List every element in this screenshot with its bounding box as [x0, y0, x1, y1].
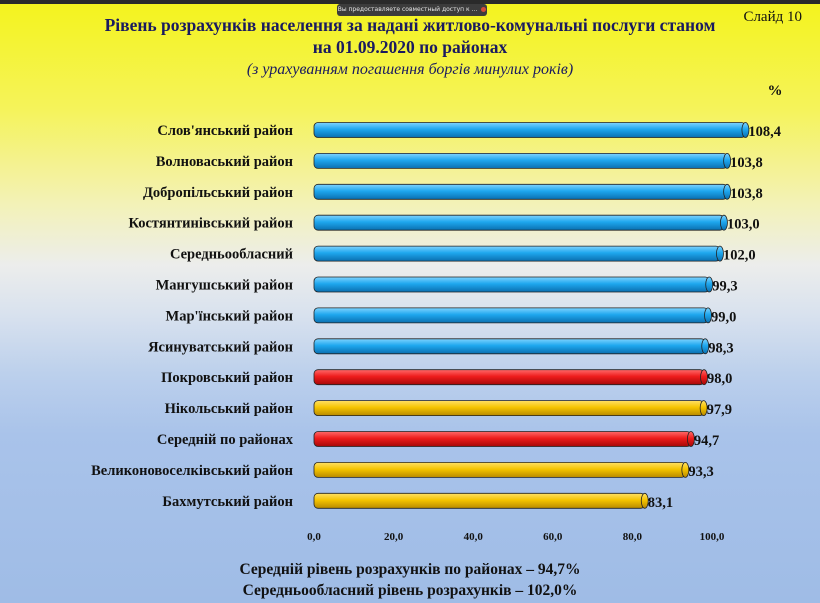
- bar-chart: % Слов'янський район 108,4 Волноваський ра…: [91, 83, 783, 543]
- value-label: 103,0: [727, 217, 760, 233]
- bar-cap-7: [701, 338, 710, 355]
- bar-cap-10: [687, 431, 695, 447]
- value-label: 98,3: [708, 340, 733, 356]
- bar-cap-8: [700, 369, 708, 386]
- footer-average-oblast: Середньообласний рівень розрахунків – 10…: [242, 582, 578, 599]
- value-label: 108,4: [748, 124, 781, 140]
- value-label: 93,3: [688, 464, 713, 480]
- x-tick-label: 20,0: [384, 531, 404, 543]
- category-label: Ясинуватський район: [148, 339, 293, 355]
- bar-cap-1: [723, 152, 732, 169]
- x-tick-label: 80,0: [623, 531, 643, 543]
- bar-cap-9: [699, 400, 708, 417]
- bar-9: [313, 400, 705, 417]
- category-label: Костянтинівський район: [128, 216, 293, 232]
- slide-number: Слайд 10: [743, 9, 802, 25]
- value-label: 97,9: [707, 402, 732, 418]
- category-label: Слов'янський район: [157, 123, 293, 139]
- bar-cap-12: [640, 492, 649, 509]
- value-label: 103,8: [730, 155, 763, 171]
- bar-3: [313, 214, 725, 231]
- bar-0: [313, 122, 746, 138]
- value-label: 83,1: [648, 495, 673, 511]
- bar-12: [313, 492, 646, 509]
- chart-subtitle: (з урахуванням погашення боргів минулих …: [246, 61, 574, 78]
- bar-4: [313, 245, 721, 262]
- x-tick-label: 60,0: [543, 531, 563, 543]
- unit-label: %: [768, 83, 783, 99]
- category-label: Великоновоселківський район: [91, 463, 293, 479]
- value-label: 98,0: [707, 371, 732, 387]
- category-label: Середньообласний: [170, 247, 293, 263]
- x-tick-label: 40,0: [464, 531, 484, 543]
- stop-share-icon[interactable]: [481, 7, 487, 12]
- bar-2: [313, 183, 728, 200]
- category-label: Покровський район: [161, 370, 293, 386]
- bar-cap-11: [681, 461, 690, 478]
- category-label: Добропільський район: [143, 185, 293, 201]
- category-label: Волноваський район: [156, 154, 293, 170]
- window-top-bar: [0, 0, 820, 4]
- bar-1: [313, 152, 728, 169]
- bar-cap-5: [705, 276, 714, 293]
- bar-cap-6: [704, 307, 712, 324]
- bar-10: [313, 431, 692, 447]
- category-label: Мар'їнський район: [166, 308, 293, 324]
- value-label: 102,0: [723, 248, 756, 264]
- category-label: Бахмутський район: [162, 494, 293, 510]
- category-label: Мангушський район: [156, 278, 293, 294]
- chart-title: Рівень розрахунків населення за надані ж…: [104, 15, 716, 57]
- bar-5: [313, 276, 710, 293]
- bar-cap-0: [741, 122, 750, 138]
- value-label: 103,8: [730, 186, 763, 202]
- share-banner-text: Вы предоставляете совместный доступ к ..…: [337, 6, 478, 13]
- bar-cap-4: [716, 245, 724, 262]
- value-label: 99,3: [712, 279, 737, 295]
- bar-11: [313, 461, 686, 478]
- bar-7: [313, 338, 706, 355]
- footer-average-districts: Середній рівень розрахунків по районах –…: [239, 561, 581, 578]
- screen-share-banner[interactable]: Вы предоставляете совместный доступ к ..…: [337, 4, 487, 16]
- x-tick-label: 100,0: [700, 531, 725, 543]
- bar-8: [313, 369, 705, 386]
- x-tick-label: 0,0: [307, 531, 321, 543]
- value-label: 94,7: [694, 433, 719, 449]
- bar-6: [313, 307, 709, 324]
- category-label: Середній по районах: [157, 432, 294, 448]
- value-label: 99,0: [711, 309, 736, 325]
- category-label: Нікольський район: [165, 401, 293, 417]
- bar-cap-2: [723, 183, 732, 200]
- bar-cap-3: [720, 214, 728, 231]
